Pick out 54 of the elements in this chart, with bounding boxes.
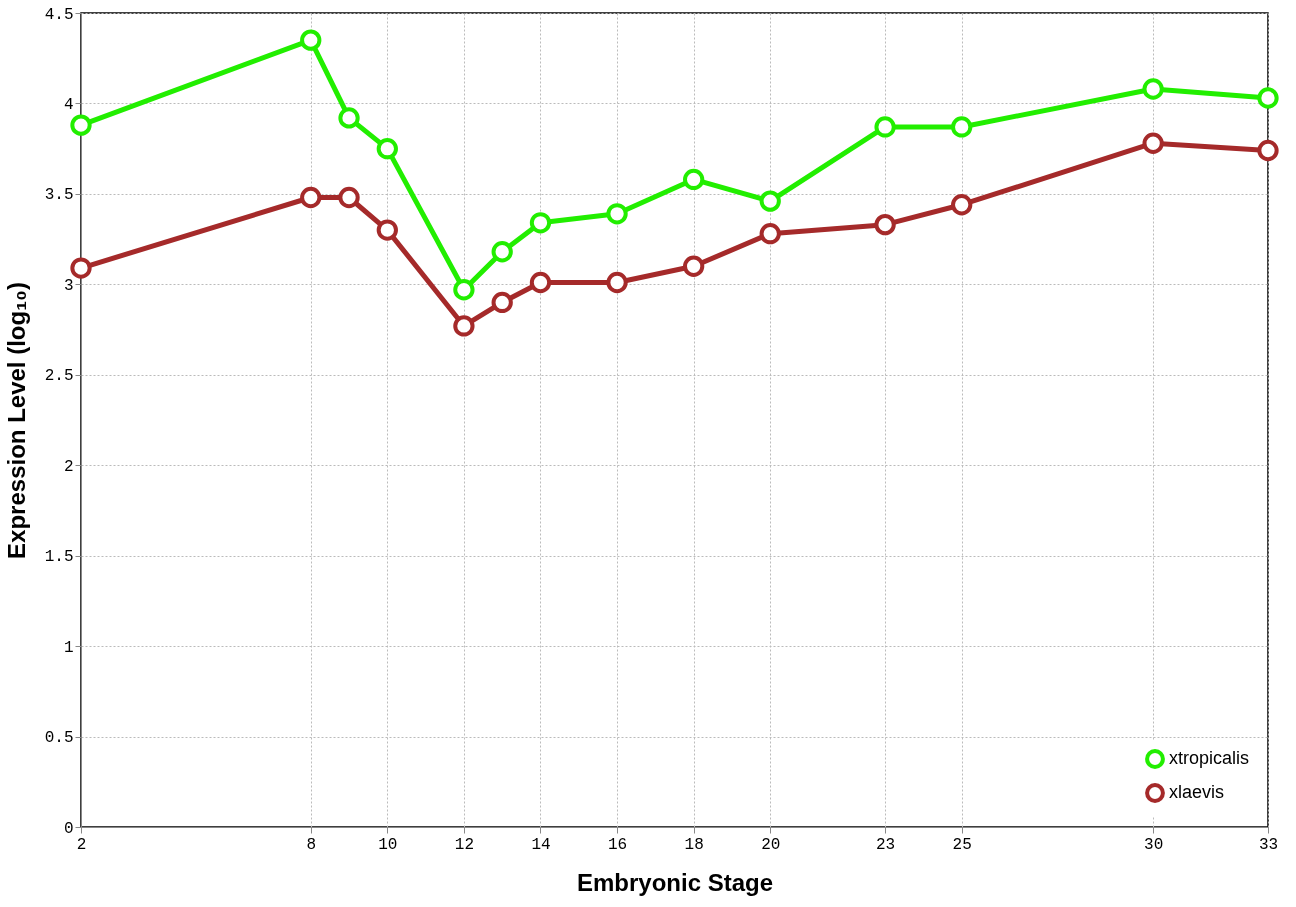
point [70,114,92,136]
legend-label: xtropicalis [1169,748,1250,768]
x-tick-label: 30 [1144,835,1164,854]
y-tick-label: 0.5 [44,729,74,748]
point [491,291,513,314]
point [529,271,552,294]
point [951,116,973,138]
x-tick-label: 20 [761,835,781,854]
y-axis-title: Expression Level (log₁₀) [2,282,30,559]
point [338,107,360,129]
y-tick-label: 2 [63,457,74,476]
point [682,168,705,191]
y-tick-label: 3.5 [44,186,74,205]
point [453,315,475,337]
x-tick-label: 33 [1258,835,1279,854]
point [376,219,398,241]
x-tick-label: 14 [531,835,551,854]
point [70,257,92,279]
point [300,29,322,51]
y-tick-label: 0 [63,819,74,838]
y-tick-label: 1 [63,638,74,657]
point [453,279,475,301]
legend-label: xlaevis [1169,782,1225,802]
y-tick-label: 4.5 [44,5,74,24]
x-tick-label: 16 [607,835,628,854]
y-tick-label: 1.5 [44,548,74,567]
point [874,214,896,236]
x-tick-label: 18 [684,835,704,854]
x-tick-label: 10 [378,835,398,854]
point [1142,78,1164,100]
point [951,194,973,216]
x-tick-label: 23 [876,835,896,854]
x-tick-label: 25 [952,835,972,854]
x-axis-title: Embryonic Stage [576,868,774,896]
point [874,116,896,138]
point [682,255,705,277]
point [759,223,781,245]
y-tick-label: 2.5 [44,367,74,386]
x-tick-label: 2 [76,835,87,854]
point [1142,132,1164,154]
point [491,241,513,263]
point [338,186,360,209]
point [759,190,781,212]
y-tick-label: 3 [63,276,74,295]
y-tick-label: 4 [63,95,74,114]
point [529,212,552,234]
point [300,186,322,209]
point [376,138,398,160]
x-tick-label: 12 [454,835,474,854]
x-tick-label: 8 [306,835,317,854]
point [1257,87,1279,109]
point [606,271,628,294]
point [1257,139,1279,162]
point [606,203,628,225]
